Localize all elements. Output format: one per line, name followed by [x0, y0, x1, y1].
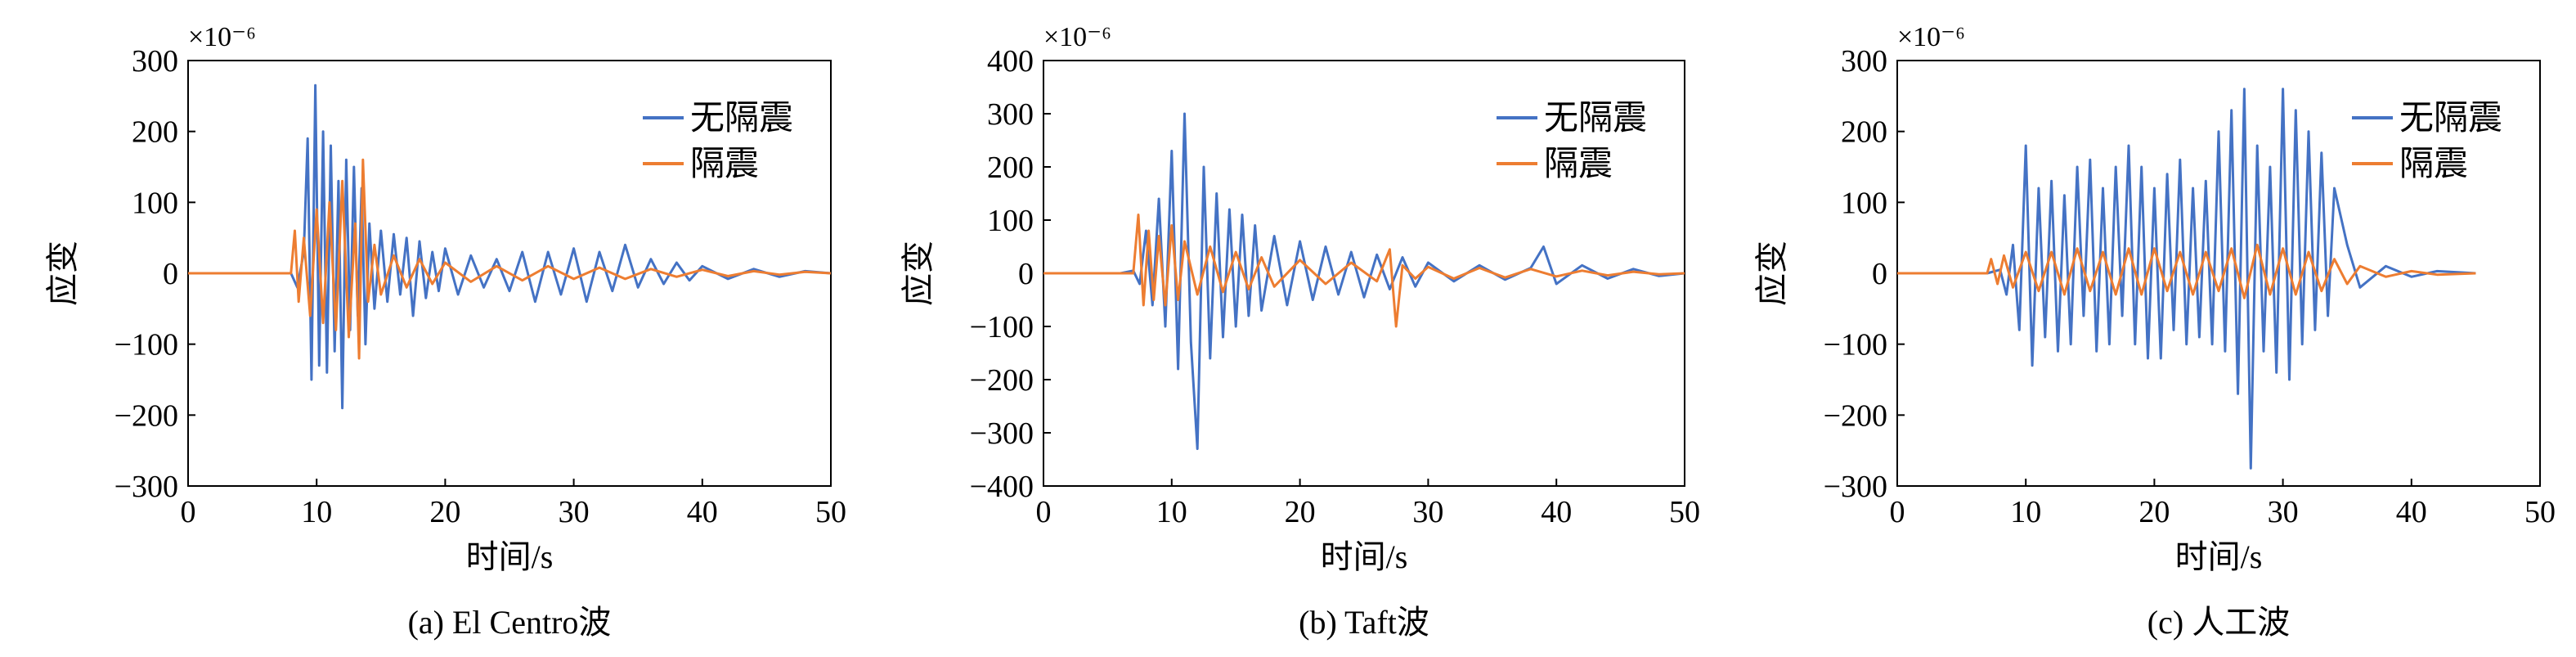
- x-axis-title: 时间/s: [2175, 538, 2263, 575]
- legend-label-isolated: 隔震: [2399, 146, 2468, 183]
- legend-label-isolated: 隔震: [1544, 146, 1613, 183]
- y-tick-label: 300: [132, 44, 178, 79]
- x-axis-title: 时间/s: [466, 538, 554, 575]
- y-tick-label: 200: [1841, 115, 1887, 150]
- chart-caption: (c) 人工波: [2147, 604, 2290, 641]
- series-line-non-isolated: [1897, 88, 2476, 470]
- x-tick-label: 0: [181, 495, 196, 529]
- y-multiplier-label: ×10⁻⁶: [1043, 22, 1111, 52]
- x-tick-label: 10: [1156, 495, 1187, 529]
- y-tick-label: −400: [970, 470, 1034, 504]
- y-tick-label: 200: [132, 115, 178, 150]
- legend-label-isolated: 隔震: [690, 146, 759, 183]
- y-tick-label: −200: [1824, 398, 1887, 433]
- x-tick-label: 30: [559, 495, 590, 529]
- x-tick-label: 0: [1036, 495, 1052, 529]
- y-tick-label: −100: [970, 310, 1034, 344]
- series-line-non-isolated: [188, 83, 831, 410]
- y-tick-label: −300: [1824, 470, 1887, 504]
- y-tick-label: 100: [987, 204, 1034, 238]
- series-line-non-isolated: [1043, 112, 1685, 450]
- x-tick-label: 20: [1285, 495, 1316, 529]
- x-axis-title: 时间/s: [1321, 538, 1408, 575]
- y-tick-label: 200: [987, 151, 1034, 185]
- y-multiplier-label: ×10⁻⁶: [188, 22, 256, 52]
- series-line-isolated: [1897, 243, 2476, 299]
- legend-label-non-isolated: 无隔震: [2399, 100, 2502, 137]
- y-tick-label: 0: [1872, 257, 1887, 291]
- x-tick-label: 30: [1412, 495, 1443, 529]
- x-tick-label: 40: [1541, 495, 1572, 529]
- x-tick-label: 0: [1890, 495, 1905, 529]
- y-tick-label: 300: [1841, 44, 1887, 79]
- y-axis-title: 应变: [44, 241, 81, 306]
- y-tick-label: 300: [987, 97, 1034, 132]
- y-tick-label: −100: [114, 328, 178, 362]
- chart-caption: (a) El Centro波: [408, 604, 612, 641]
- y-axis-title: 应变: [900, 241, 936, 306]
- legend-label-non-isolated: 无隔震: [1544, 100, 1647, 137]
- x-tick-label: 20: [2138, 495, 2170, 529]
- y-tick-label: 100: [1841, 186, 1887, 220]
- chart-panel-2: −400 −300 −200 −100 0 100 200 300 400 0 10 20 30 40 50…: [900, 22, 1700, 641]
- y-axis-title: 应变: [1753, 241, 1790, 306]
- y-multiplier-label: ×10⁻⁶: [1897, 22, 1965, 52]
- chart-panel-1: −300 −200 −100 0 100 200 300 0 10 20 30 40 50 ×10⁻⁶ 时间…: [44, 22, 846, 641]
- y-tick-label: −300: [114, 470, 178, 504]
- y-tick-label: −300: [970, 416, 1034, 451]
- series-line-isolated: [188, 158, 831, 360]
- y-tick-label: −200: [970, 363, 1034, 398]
- y-tick-label: −100: [1824, 328, 1887, 362]
- x-tick-label: 50: [1669, 495, 1700, 529]
- y-tick-label: 400: [987, 44, 1034, 79]
- x-tick-label: 40: [687, 495, 718, 529]
- y-tick-label: 100: [132, 186, 178, 220]
- chart-panel-3: −300 −200 −100 0 100 200 300 0 10 20 30 40 50 ×10⁻⁶ 时间…: [1753, 22, 2556, 641]
- x-tick-label: 50: [2524, 495, 2556, 529]
- x-tick-label: 10: [2010, 495, 2041, 529]
- y-tick-label: 0: [163, 257, 178, 291]
- chart-caption: (b) Taft波: [1299, 604, 1429, 641]
- x-tick-label: 20: [429, 495, 460, 529]
- series-line-isolated: [1043, 214, 1685, 328]
- x-tick-label: 30: [2268, 495, 2299, 529]
- y-tick-label: 0: [1018, 257, 1034, 291]
- x-tick-label: 10: [301, 495, 332, 529]
- y-tick-label: −200: [114, 398, 178, 433]
- x-tick-label: 40: [2396, 495, 2427, 529]
- legend-label-non-isolated: 无隔震: [690, 100, 793, 137]
- x-tick-label: 50: [815, 495, 846, 529]
